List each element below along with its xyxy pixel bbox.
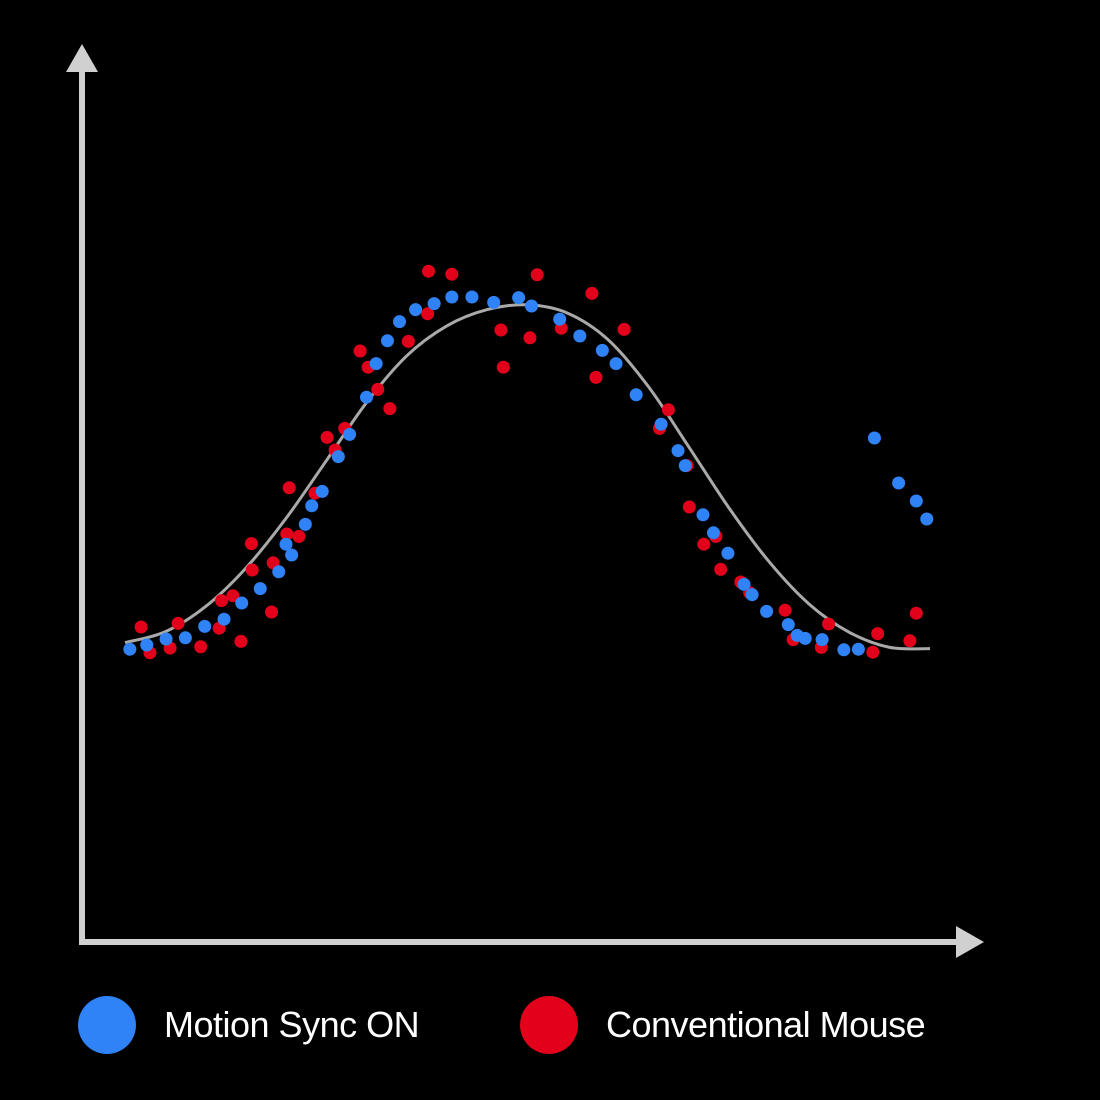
motion-sync-on-point — [360, 390, 373, 404]
motion-sync-on-point — [465, 290, 479, 304]
conventional-mouse-point — [353, 344, 367, 358]
motion-sync-on-point — [159, 632, 173, 646]
conventional-mouse-point — [697, 537, 711, 551]
conventional-mouse-point — [371, 382, 385, 396]
motion-sync-on-point — [217, 612, 231, 626]
x-axis-arrow — [956, 926, 984, 958]
motion-sync-on-point — [285, 548, 299, 562]
motion-sync-on-point — [235, 596, 249, 610]
conventional-mouse-point — [714, 562, 728, 576]
motion-sync-on-point — [867, 431, 881, 445]
motion-sync-on-point — [706, 526, 720, 540]
conventional-mouse-point — [523, 331, 537, 345]
motion-sync-on-point — [851, 642, 865, 656]
motion-sync-on-point — [815, 633, 829, 647]
motion-sync-on-point — [123, 642, 137, 656]
conventional-mouse-point — [530, 268, 544, 282]
conventional-mouse-point — [244, 537, 258, 551]
conventional-mouse-point — [661, 403, 675, 417]
conventional-mouse-point — [445, 267, 459, 281]
motion-sync-on-point — [140, 638, 154, 652]
motion-sync-on-point — [315, 484, 329, 498]
motion-sync-on-point — [380, 334, 394, 348]
motion-sync-on-point — [525, 299, 539, 313]
motion-sync-on-point — [671, 444, 685, 458]
plot-area — [123, 264, 934, 660]
conventional-mouse-point — [589, 370, 603, 384]
motion-sync-on-point — [892, 476, 906, 490]
motion-sync-on-point — [198, 619, 212, 633]
motion-sync-on-point — [781, 618, 795, 632]
conventional-mouse-point — [496, 360, 510, 374]
motion-sync-on-point — [678, 459, 692, 473]
conventional-mouse-point — [903, 634, 917, 648]
chart — [66, 44, 984, 958]
motion-sync-on-point — [573, 329, 587, 343]
motion-sync-on-point — [745, 588, 759, 602]
legend-item-conventional-mouse: Conventional Mouse — [520, 990, 926, 1060]
motion-sync-on-point — [696, 508, 710, 522]
legend-item-motion-sync: Motion Sync ON — [78, 990, 420, 1060]
conventional-mouse-point — [320, 430, 334, 444]
legend-marker-conventional-mouse — [520, 996, 578, 1054]
conventional-mouse-point — [171, 616, 185, 630]
motion-sync-on-point — [760, 604, 774, 618]
motion-sync-on-point — [721, 546, 735, 560]
conventional-mouse-point — [265, 605, 279, 619]
legend: Motion Sync ON Conventional Mouse — [0, 990, 1100, 1060]
motion-sync-on-point — [298, 517, 312, 531]
conventional-mouse-point — [866, 645, 880, 659]
conventional-mouse-point — [778, 603, 792, 617]
motion-sync-on-point — [409, 303, 423, 317]
conventional-mouse-point — [234, 634, 248, 648]
conventional-mouse-point — [494, 323, 508, 337]
motion-sync-on-point — [272, 565, 286, 579]
conventional-mouse-point — [292, 529, 306, 543]
motion-sync-on-point — [487, 295, 501, 309]
motion-sync-on-point — [629, 388, 643, 402]
conventional-mouse-point — [215, 594, 229, 608]
legend-label-motion-sync: Motion Sync ON — [164, 1004, 420, 1045]
conventional-mouse-point — [401, 334, 415, 348]
motion-sync-on-point — [369, 357, 383, 371]
conventional-mouse-point — [282, 481, 296, 495]
motion-sync-on-point — [512, 291, 526, 305]
conventional-mouse-point — [909, 606, 923, 620]
conventional-mouse-point — [421, 307, 435, 321]
motion-sync-on-point — [427, 297, 441, 311]
motion-sync-on-point — [654, 417, 668, 431]
conventional-mouse-point — [421, 264, 435, 278]
conventional-mouse-point — [822, 617, 836, 631]
motion-sync-on-point — [837, 643, 851, 657]
motion-sync-on-point — [920, 512, 934, 526]
conventional-mouse-point — [280, 527, 294, 541]
conventional-mouse-point — [585, 286, 599, 300]
conventional-mouse-point — [134, 620, 148, 634]
legend-marker-motion-sync — [78, 996, 136, 1054]
motion-sync-on-point — [798, 631, 812, 645]
conventional-mouse-point — [383, 402, 397, 416]
motion-sync-on-point — [331, 450, 345, 464]
conventional-mouse-point — [682, 500, 696, 514]
conventional-mouse-point — [226, 589, 240, 603]
motion-sync-on-point — [737, 577, 751, 591]
legend-label-conventional-mouse: Conventional Mouse — [606, 1004, 926, 1045]
trend-curve — [124, 303, 931, 651]
conventional-mouse-point — [194, 640, 208, 654]
motion-sync-on-point — [393, 315, 407, 329]
conventional-mouse-point — [245, 563, 259, 577]
motion-sync-on-point — [279, 537, 293, 551]
motion-sync-on-point — [609, 357, 623, 371]
motion-sync-on-point — [445, 290, 459, 304]
motion-sync-on-point — [909, 494, 923, 508]
motion-sync-on-point — [595, 343, 609, 357]
motion-sync-on-point — [343, 427, 357, 441]
conventional-mouse-point — [871, 627, 885, 641]
motion-sync-on-point — [553, 312, 567, 326]
motion-sync-on-point — [305, 499, 319, 513]
y-axis-arrow — [66, 44, 98, 72]
conventional-mouse-point — [617, 322, 631, 336]
motion-sync-on-point — [178, 631, 192, 645]
motion-sync-on-point — [253, 582, 267, 596]
